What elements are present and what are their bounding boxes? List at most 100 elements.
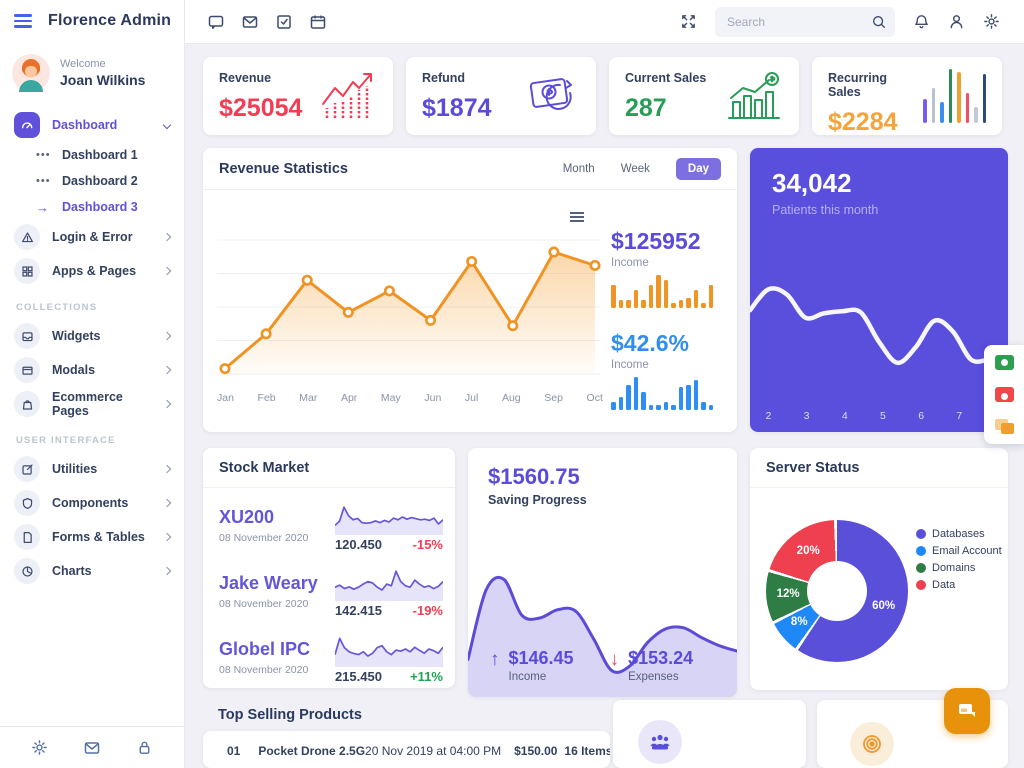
stock-market-header: Stock Market bbox=[203, 448, 455, 488]
saving-label: Saving Progress bbox=[488, 493, 587, 507]
chevron-down-icon bbox=[162, 120, 172, 130]
chat-fab-button[interactable] bbox=[944, 688, 990, 734]
tasks-icon[interactable] bbox=[275, 13, 293, 31]
x-tick-label: Aug bbox=[501, 392, 521, 404]
sidebar-item-components[interactable]: Components bbox=[0, 486, 184, 520]
sidebar-item-modals[interactable]: Modals bbox=[0, 353, 184, 387]
gear-icon[interactable] bbox=[983, 13, 1000, 30]
income-mini-bar-chart bbox=[611, 275, 726, 308]
brand-row: Florence Admin bbox=[0, 0, 184, 40]
tab-day[interactable]: Day bbox=[675, 157, 721, 180]
brand-title: Florence Admin bbox=[48, 12, 172, 29]
chevron-right-icon bbox=[162, 566, 172, 576]
stat-label: Revenue bbox=[219, 71, 272, 85]
mail-icon[interactable] bbox=[241, 13, 259, 31]
income-percent-label: Income bbox=[611, 359, 649, 371]
sidebar-item-dashboard-1[interactable]: ••• Dashboard 1 bbox=[0, 142, 184, 168]
purchase-cash-icon[interactable] bbox=[994, 355, 1014, 370]
tab-week[interactable]: Week bbox=[620, 162, 650, 175]
sidebar-item-utilities[interactable]: Utilities bbox=[0, 452, 184, 486]
stock-row-jake-weary[interactable]: Jake Weary 08 November 2020 142.415 -19% bbox=[203, 554, 455, 620]
user-profile-icon[interactable] bbox=[948, 13, 965, 30]
welcome-label: Welcome bbox=[60, 58, 106, 70]
patients-card: 34,042 Patients this month 2 3 4 5 6 7 bbox=[750, 148, 1008, 432]
period-tabs: Month Week Day bbox=[562, 157, 721, 180]
sidebar-item-apps-pages[interactable]: Apps & Pages bbox=[0, 254, 184, 288]
donut-slice-label: 12% bbox=[776, 588, 800, 601]
hamburger-menu-icon[interactable] bbox=[12, 12, 34, 30]
user-panel[interactable]: Welcome Joan Wilkins bbox=[0, 40, 184, 102]
avatar bbox=[12, 54, 50, 92]
settings-icon[interactable] bbox=[31, 739, 48, 756]
sidebar-item-dashboard-2[interactable]: ••• Dashboard 2 bbox=[0, 168, 184, 194]
mail-icon[interactable] bbox=[83, 739, 101, 757]
patients-value: 34,042 bbox=[772, 168, 852, 198]
search-input[interactable] bbox=[727, 14, 871, 29]
chat-icon[interactable] bbox=[207, 13, 225, 31]
stock-row-globel-ipc[interactable]: Globel IPC 08 November 2020 215.450 +11% bbox=[203, 620, 455, 686]
server-status-donut-chart: 60% 8% 12% 20% bbox=[766, 520, 908, 662]
sidebar-item-forms-tables[interactable]: Forms & Tables bbox=[0, 520, 184, 554]
sidebar-item-dashboard[interactable]: Dashboard bbox=[0, 108, 184, 142]
saving-area-chart bbox=[468, 537, 737, 697]
stock-market-card: Stock Market XU200 08 November 2020 120.… bbox=[203, 448, 455, 688]
calendar-icon[interactable] bbox=[309, 13, 327, 31]
sidebar-item-label: Dashboard bbox=[52, 118, 118, 132]
revenue-statistics-header: Revenue Statistics Month Week Day bbox=[203, 148, 737, 190]
stat-card-refund: Refund $1874 bbox=[406, 57, 596, 135]
chevron-right-icon bbox=[162, 532, 172, 542]
tab-month[interactable]: Month bbox=[562, 162, 595, 175]
sidebar-item-label: Dashboard 1 bbox=[62, 148, 138, 162]
expenses-group: ↓ $153.24 Expenses bbox=[610, 648, 694, 683]
saving-value: $1560.75 bbox=[488, 464, 580, 489]
search-icon[interactable] bbox=[871, 14, 887, 30]
x-tick-label: 4 bbox=[841, 410, 848, 422]
fullscreen-icon[interactable] bbox=[680, 13, 697, 30]
product-qty: 16 Items bbox=[564, 744, 610, 758]
stock-value: 142.415 bbox=[334, 603, 382, 618]
search-box bbox=[715, 6, 895, 37]
stat-value: $25054 bbox=[219, 94, 303, 122]
sidebar-item-dashboard-3[interactable]: → Dashboard 3 bbox=[0, 194, 184, 220]
notifications-bell-icon[interactable] bbox=[913, 13, 930, 30]
income-total-block: $125952 Income $42.6% Income bbox=[611, 228, 726, 410]
sidebar-item-ecommerce[interactable]: Ecommerce Pages bbox=[0, 387, 184, 421]
chevron-right-icon bbox=[162, 331, 172, 341]
sidebar: Florence Admin Welcome Joan Wilkins bbox=[0, 0, 185, 768]
donut-hole bbox=[807, 561, 867, 621]
gallery-image-icon[interactable] bbox=[994, 387, 1014, 402]
pie-chart-icon bbox=[14, 558, 40, 584]
x-tick-label: 6 bbox=[918, 410, 925, 422]
dots-bullet-icon: ••• bbox=[36, 175, 51, 187]
legend-item: Databases bbox=[916, 528, 1002, 540]
legend-dot bbox=[916, 529, 926, 539]
stat-value: 287 bbox=[625, 94, 667, 122]
chevron-right-icon bbox=[162, 498, 172, 508]
stock-name: Jake Weary bbox=[219, 573, 318, 593]
product-price: $150.00 bbox=[514, 744, 558, 758]
topbar-actions bbox=[680, 6, 1024, 37]
legend-label: Databases bbox=[932, 528, 985, 540]
shopping-bag-icon bbox=[14, 391, 40, 417]
top-selling-products-card: 01 Pocket Drone 2.5G 20 Nov 2019 at 04:0… bbox=[203, 731, 610, 768]
lock-icon[interactable] bbox=[136, 739, 153, 756]
legend-dot bbox=[916, 546, 926, 556]
stock-sparkline-chart bbox=[334, 631, 443, 667]
section-collections: COLLECTIONS bbox=[16, 302, 98, 313]
sidebar-item-widgets[interactable]: Widgets bbox=[0, 319, 184, 353]
legend-label: Domains bbox=[932, 562, 976, 574]
donut-slice-label: 20% bbox=[796, 545, 820, 558]
chevron-right-icon bbox=[162, 399, 172, 409]
card-title: Stock Market bbox=[219, 459, 310, 476]
chevron-right-icon bbox=[162, 464, 172, 474]
sidebar-item-login-error[interactable]: Login & Error bbox=[0, 220, 184, 254]
expenses-label: Expenses bbox=[628, 671, 679, 683]
stat-label: Refund bbox=[422, 71, 466, 85]
docs-copy-icon[interactable] bbox=[994, 419, 1014, 434]
income-group: ↑ $146.45 Income bbox=[490, 648, 574, 683]
table-row[interactable]: 01 Pocket Drone 2.5G 20 Nov 2019 at 04:0… bbox=[203, 731, 610, 758]
chart-menu-icon[interactable] bbox=[570, 210, 584, 224]
stock-row-xu200[interactable]: XU200 08 November 2020 120.450 -15% bbox=[203, 488, 455, 554]
sidebar-item-charts[interactable]: Charts bbox=[0, 554, 184, 588]
warning-icon bbox=[14, 224, 40, 250]
